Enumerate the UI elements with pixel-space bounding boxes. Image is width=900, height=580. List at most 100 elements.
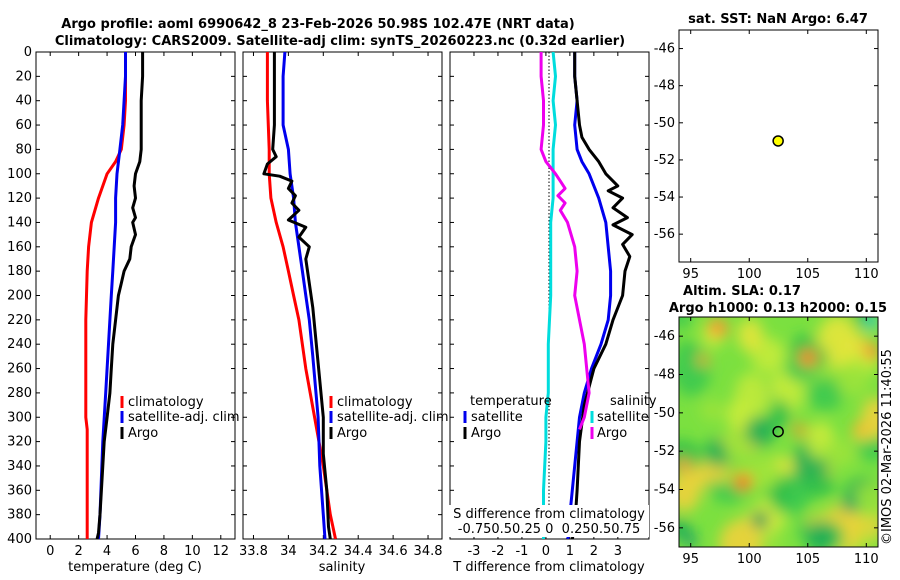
y-tick-label: 160: [7, 240, 32, 255]
salinity-xlabel: salinity: [319, 560, 366, 575]
legend-label-satellite: satellite-adj. clim: [337, 410, 449, 425]
y-tick-label: 240: [7, 337, 32, 352]
sla-cell: [822, 440, 860, 467]
argo-float-marker: [772, 135, 784, 147]
y-tick-label: 380: [7, 508, 32, 523]
map-x-tick-label: 95: [682, 552, 699, 567]
sla-warm-anomaly: [852, 422, 868, 438]
sla-cell: [805, 519, 837, 547]
x-tick-label: 33.8: [239, 544, 268, 559]
x-tick-label: 0: [542, 544, 550, 559]
sla-cool-anomaly: [842, 497, 858, 513]
y-tick-label: 340: [7, 459, 32, 474]
map-x-tick-label: 100: [737, 552, 762, 567]
difference-panel: -3 -2 -1 0 1 2 3 T difference from climatology…: [449, 51, 657, 575]
y-tick-label: 220: [7, 313, 32, 328]
sst-map-panel: sat. SST: NaN Argo: 6.47 -46 -48 -50 -52 -54…: [654, 12, 879, 282]
series-line-s-satellite: [542, 52, 557, 539]
x-tick-label: 34.8: [414, 544, 443, 559]
map-y-tick-label: -50: [654, 116, 675, 131]
difference-xlabel: T difference from climatology: [452, 560, 645, 575]
map-y-tick-label: -46: [654, 329, 675, 344]
sla-warm-anomaly: [793, 423, 807, 437]
y-tick-label: 320: [7, 435, 32, 450]
x-tick-label: 34.4: [344, 544, 373, 559]
y-tick-label: 260: [7, 362, 32, 377]
series-line-t-argo: [570, 52, 634, 539]
sla-heatmap: [679, 317, 878, 547]
temperature-axes-frame: [35, 51, 236, 540]
legend-label-climatology: climatology: [337, 395, 413, 410]
x-tick-label: -1: [515, 544, 528, 559]
sla-cell: [807, 377, 844, 412]
map-y-tick-label: -56: [654, 521, 675, 536]
legend-label-satellite: satellite-adj. clim: [128, 410, 240, 425]
x-tick-label: 10: [184, 544, 201, 559]
sla-cell: [705, 437, 728, 468]
x-tick-label: 12: [213, 544, 230, 559]
y-tick-label: 140: [7, 215, 32, 230]
salinity-difference-ticks: -0.750.50.25 0 0.250.50.75: [458, 522, 641, 537]
y-tick-label: 120: [7, 191, 32, 206]
map-y-tick-label: -56: [654, 227, 675, 242]
x-tick-label: -2: [491, 544, 504, 559]
map-y-tick-label: -54: [654, 190, 675, 205]
legend-label-argo: Argo: [337, 426, 367, 441]
map-x-tick-label: 110: [854, 267, 879, 282]
sla-cell: [745, 415, 775, 448]
sla-map-title-1: Altim. SLA: 0.17: [683, 284, 801, 299]
difference-legend: temperature salinity satellite Argo sate…: [463, 394, 657, 441]
y-tick-label: 40: [15, 94, 32, 109]
legend-label-t-satellite: satellite: [471, 410, 523, 425]
salinity-panel: 33.8 34 34.2 34.4 34.6 34.8 salinity climatol…: [239, 51, 449, 575]
map-x-tick-label: 95: [682, 267, 699, 282]
sla-map-panel: Altim. SLA: 0.17 Argo h1000: 0.13 h2000:…: [654, 284, 887, 567]
y-tick-label: 300: [7, 410, 32, 425]
y-tick-label: 0: [24, 45, 32, 60]
map-y-tick-label: -46: [654, 42, 675, 57]
sla-cell: [679, 472, 701, 512]
y-tick-label: 360: [7, 483, 32, 498]
legend-label-s-argo: Argo: [597, 426, 627, 441]
sla-warm-anomaly: [799, 349, 817, 367]
sla-warm-anomaly: [708, 319, 728, 337]
sst-map-title: sat. SST: NaN Argo: 6.47: [688, 12, 868, 27]
sla-warm-anomaly: [864, 344, 878, 360]
sla-warm-anomaly: [697, 354, 709, 366]
title-line-1: Argo profile: aoml 6990642_8 23-Feb-2026…: [61, 17, 574, 32]
x-tick-label: 8: [160, 544, 168, 559]
argo-float-marker: [772, 425, 784, 438]
series-line-s-argo: [539, 52, 591, 430]
sla-cell: [734, 372, 770, 420]
sla-cell: [727, 428, 750, 455]
x-tick-label: 3: [614, 544, 622, 559]
y-tick-label: 400: [7, 532, 32, 547]
title-line-2: Climatology: CARS2009. Satellite-adj cli…: [55, 34, 625, 49]
map-y-tick-label: -52: [654, 153, 675, 168]
map-x-tick-label: 110: [854, 552, 879, 567]
legend-label-s-satellite: satellite: [597, 410, 649, 425]
legend-header-temperature: temperature: [470, 394, 552, 409]
sla-warm-anomaly: [679, 458, 690, 472]
sla-cell: [679, 343, 711, 397]
temperature-legend: climatology satellite-adj. clim Argo: [120, 395, 240, 441]
x-tick-label: 34.2: [309, 544, 338, 559]
y-tick-label: 200: [7, 289, 32, 304]
y-tick-label: 20: [15, 69, 32, 84]
map-x-tick-label: 105: [795, 267, 820, 282]
y-tick-label: 100: [7, 167, 32, 182]
salinity-legend: climatology satellite-adj. clim Argo: [329, 395, 449, 441]
sla-cell: [719, 519, 763, 547]
x-tick-label: 2: [590, 544, 598, 559]
x-tick-label: 34.6: [379, 544, 408, 559]
legend-label-t-argo: Argo: [471, 426, 501, 441]
sla-cell: [853, 482, 878, 520]
x-tick-label: 6: [131, 544, 139, 559]
series-line-satellite-adj-clim: [97, 52, 127, 539]
sla-map-frame: [678, 316, 879, 548]
sla-cell: [699, 399, 724, 421]
x-tick-label: 1: [566, 544, 574, 559]
series-line-t-satellite: [566, 52, 613, 539]
sla-cell: [679, 317, 694, 328]
